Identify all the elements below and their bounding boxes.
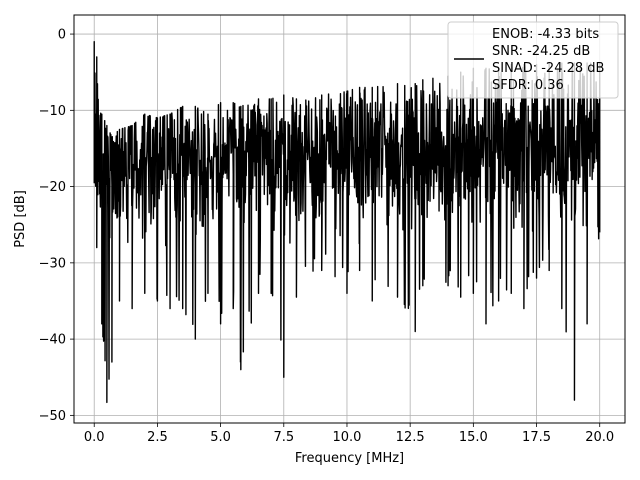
y-tick-label: 0 [58,28,66,43]
legend-box [447,21,619,99]
x-tick-label: 0.0 [84,430,105,445]
y-tick-label: −30 [39,256,66,271]
x-tick-label: 10.0 [332,430,361,445]
x-tick-label: 12.5 [396,430,425,445]
y-tick-label: −50 [39,409,66,424]
x-axis-label: Frequency [MHz] [295,451,404,466]
y-axis-ticks: 0 −10 −20 −30 −40 −50 [39,28,74,424]
y-tick-label: −10 [39,104,66,119]
x-axis-ticks: 0.0 2.5 5.0 7.5 10.0 12.5 15.0 17.5 20.0 [84,423,614,445]
legend-snr: SNR: -24.25 dB [492,44,590,59]
psd-series-line [93,40,601,404]
x-tick-label: 2.5 [147,430,168,445]
y-tick-label: −20 [39,180,66,195]
plot-frame [73,14,626,424]
psd-trace-group [93,40,601,404]
legend-enob: ENOB: -4.33 bits [492,27,599,42]
y-axis-label: PSD [dB] [13,190,28,248]
x-tick-label: 20.0 [585,430,614,445]
x-tick-label: 5.0 [210,430,231,445]
x-tick-label: 7.5 [273,430,294,445]
x-tick-label: 15.0 [459,430,488,445]
y-tick-label: −40 [39,333,66,348]
x-tick-label: 17.5 [522,430,551,445]
legend-sfdr: SFDR: 0.36 [492,78,564,93]
legend: ENOB: -4.33 bits SNR: -24.25 dB SINAD: -… [447,21,619,99]
legend-sinad: SINAD: -24.28 dB [492,61,604,76]
